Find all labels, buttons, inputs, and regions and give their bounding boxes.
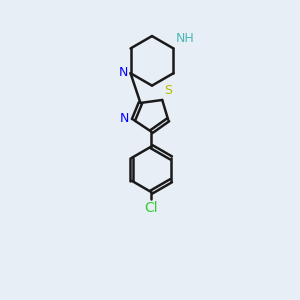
Text: NH: NH (176, 32, 195, 46)
Text: N: N (120, 112, 129, 125)
Text: S: S (165, 84, 172, 97)
Text: Cl: Cl (145, 201, 158, 214)
Text: N: N (119, 66, 128, 79)
